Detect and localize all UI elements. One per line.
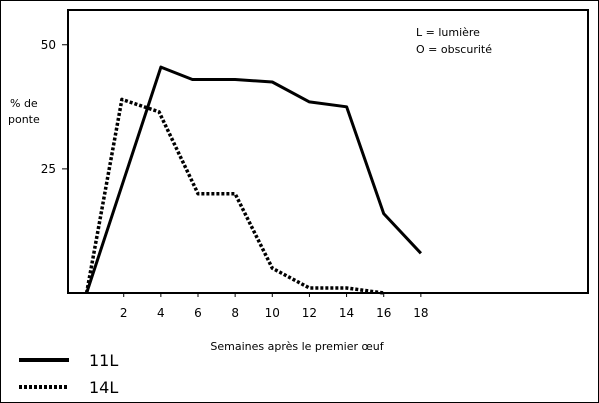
x-tick-label: 2 bbox=[120, 306, 128, 320]
x-tick-label: 4 bbox=[157, 306, 165, 320]
annotation-lumiere: L = lumière bbox=[416, 26, 480, 39]
x-tick-label: 14 bbox=[339, 306, 354, 320]
y-axis-title-line1: % de bbox=[10, 97, 38, 110]
y-tick-label: 25 bbox=[41, 162, 56, 176]
x-tick-label: 6 bbox=[194, 306, 202, 320]
legend-label-11L: 11L bbox=[89, 351, 118, 370]
legend-label-14L: 14L bbox=[89, 378, 118, 397]
series-line-14L bbox=[84, 97, 384, 295]
legend: 11L 14L bbox=[19, 351, 118, 397]
x-axis-title: Semaines après le premier œuf bbox=[210, 340, 384, 353]
y-axis-title-line2: ponte bbox=[8, 113, 40, 126]
series-line-11L bbox=[85, 65, 422, 294]
x-tick-label: 16 bbox=[376, 306, 391, 320]
series-lines bbox=[84, 65, 422, 295]
x-tick-label: 8 bbox=[231, 306, 239, 320]
axis-ticks: 2 4 6 8 10 12 14 16 18 25 50 bbox=[41, 38, 429, 320]
x-tick-label: 18 bbox=[413, 306, 428, 320]
y-tick-label: 50 bbox=[41, 38, 56, 52]
x-tick-label: 10 bbox=[265, 306, 280, 320]
annotation-obscurite: O = obscurité bbox=[416, 43, 492, 56]
plot-area bbox=[67, 9, 589, 294]
x-tick-label: 12 bbox=[302, 306, 317, 320]
